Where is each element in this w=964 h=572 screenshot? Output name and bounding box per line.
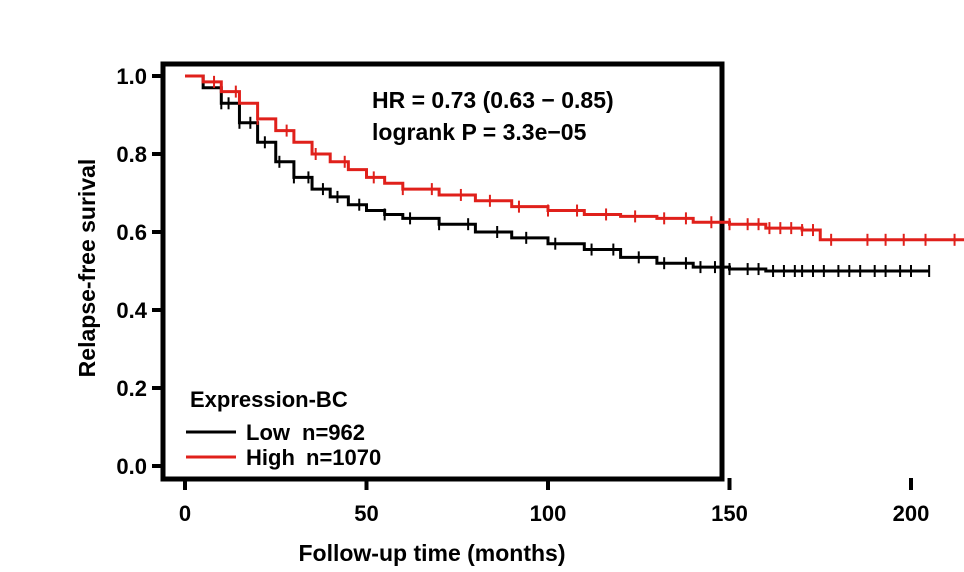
legend-title: Expression-BC [190,387,348,412]
series-line-low [185,74,930,273]
x-tick-label: 100 [530,501,567,526]
x-tick-label: 150 [711,501,748,526]
y-axis-label: Relapse-free surival [74,159,100,378]
legend-n-high: n=1070 [306,445,381,470]
y-axis: 0.0 0.2 0.4 0.6 0.8 1.0 [116,64,164,479]
legend-n-low: n=962 [302,420,365,445]
legend-label-high: High [246,445,295,470]
y-tick-label: 0.6 [116,220,147,245]
y-tick-label: 0.0 [116,454,147,479]
y-tick-label: 0.8 [116,142,147,167]
hr-annotation: HR = 0.73 (0.63 − 0.85) [372,87,614,113]
logrank-annotation: logrank P = 3.3e−05 [372,119,587,145]
y-tick-label: 1.0 [116,64,147,89]
x-tick-label: 50 [354,501,378,526]
y-tick-label: 0.2 [116,376,147,401]
x-axis-label: Follow-up time (months) [298,540,565,566]
x-tick-label: 0 [179,501,191,526]
legend-label-low: Low [246,420,291,445]
x-tick-label: 200 [893,501,930,526]
y-tick-label: 0.4 [116,298,147,323]
series-layer [185,74,964,277]
x-axis: 050100150200250 [179,478,930,526]
plot-frame [160,61,725,482]
